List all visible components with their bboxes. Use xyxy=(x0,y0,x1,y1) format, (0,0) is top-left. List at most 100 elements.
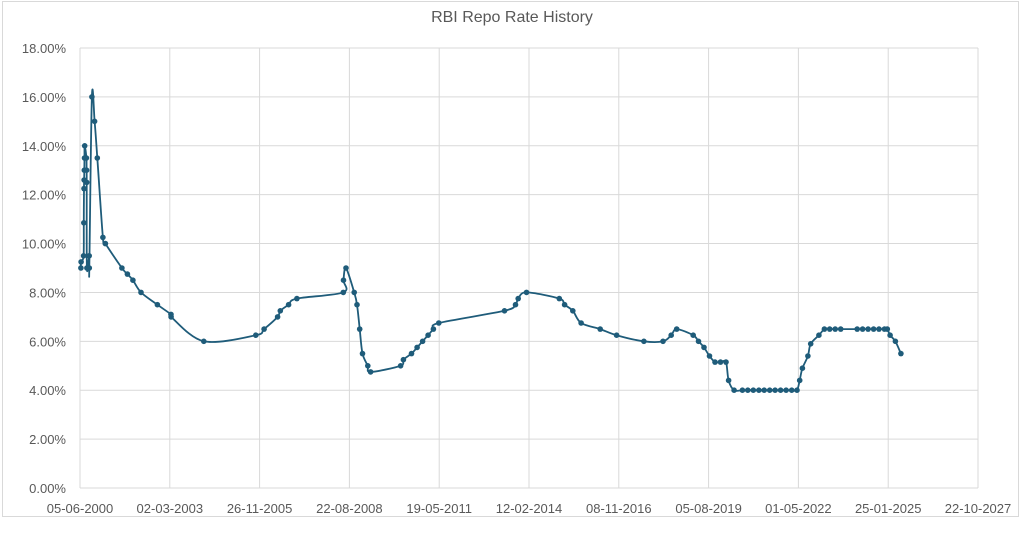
data-point-marker xyxy=(81,185,87,192)
gridlines xyxy=(79,47,979,489)
data-point-marker xyxy=(285,301,292,308)
data-point-marker xyxy=(100,234,106,241)
data-point-marker xyxy=(756,387,762,394)
x-tick-label: 12-02-2014 xyxy=(496,501,563,516)
y-tick-label: 18.00% xyxy=(22,41,67,56)
data-point-marker xyxy=(884,326,891,332)
data-point-marker xyxy=(788,387,795,394)
data-point-marker xyxy=(832,326,838,332)
data-point-marker xyxy=(783,387,789,394)
y-tick-label: 0.00% xyxy=(29,481,66,496)
data-point-marker xyxy=(356,326,363,332)
x-tick-label: 25-01-2025 xyxy=(855,501,922,516)
data-point-marker xyxy=(898,350,904,357)
data-point-marker xyxy=(870,326,877,332)
y-tick-label: 10.00% xyxy=(22,237,67,252)
data-point-marker xyxy=(86,253,92,259)
y-tick-label: 12.00% xyxy=(22,188,67,203)
data-point-marker xyxy=(796,377,803,384)
data-point-marker xyxy=(277,308,284,314)
data-point-marker xyxy=(523,289,530,296)
data-point-marker xyxy=(102,240,109,247)
chart-frame xyxy=(2,1,1019,517)
data-point-marker xyxy=(794,387,800,394)
data-point-marker xyxy=(701,344,707,351)
data-point-marker xyxy=(660,338,666,345)
y-tick-label: 6.00% xyxy=(29,334,66,349)
data-point-marker xyxy=(777,387,784,394)
data-point-marker xyxy=(745,387,751,394)
y-tick-label: 2.00% xyxy=(29,432,66,447)
data-point-marker xyxy=(81,220,87,226)
data-point-marker xyxy=(89,94,95,100)
data-point-marker xyxy=(351,289,358,296)
data-point-marker xyxy=(712,359,718,365)
data-point-marker xyxy=(887,332,893,339)
data-point-marker xyxy=(501,308,508,314)
data-point-marker xyxy=(138,289,144,296)
data-point-marker xyxy=(717,359,724,365)
data-point-marker xyxy=(854,326,860,332)
x-tick-label: 26-11-2005 xyxy=(227,501,293,516)
data-point-marker xyxy=(515,295,521,302)
data-point-marker xyxy=(739,387,746,394)
y-tick-label: 14.00% xyxy=(22,139,67,154)
data-point-marker xyxy=(78,265,84,271)
x-axis-ticks: 05-06-2000 02-03-2003 26-11-2005 22-08-2008… xyxy=(47,501,1012,516)
data-point-marker xyxy=(359,350,366,357)
data-point-marker xyxy=(613,332,620,339)
data-point-marker xyxy=(400,356,407,363)
data-point-marker xyxy=(641,338,647,345)
data-point-marker xyxy=(91,118,98,125)
x-tick-label: 08-11-2016 xyxy=(586,501,652,516)
data-point-marker xyxy=(274,314,281,320)
data-point-marker xyxy=(340,277,347,284)
data-point-marker xyxy=(807,341,814,347)
data-point-marker xyxy=(78,259,84,265)
data-point-marker xyxy=(367,369,374,375)
data-point-marker xyxy=(725,377,732,384)
data-point-marker xyxy=(86,265,93,271)
data-point-marker xyxy=(414,344,420,351)
data-point-marker xyxy=(578,320,584,326)
data-point-marker xyxy=(430,326,437,332)
x-tick-label: 05-08-2019 xyxy=(675,501,742,516)
data-point-marker xyxy=(94,155,101,161)
data-point-marker xyxy=(425,332,431,339)
data-point-marker xyxy=(512,301,519,308)
y-tick-label: 8.00% xyxy=(29,285,66,300)
x-tick-label: 05-06-2000 xyxy=(47,501,114,516)
data-point-marker xyxy=(83,155,90,161)
data-point-marker xyxy=(826,326,833,332)
data-point-marker xyxy=(419,338,426,345)
data-point-marker xyxy=(436,320,442,326)
data-point-marker xyxy=(731,387,737,394)
data-point-marker xyxy=(253,332,259,339)
data-point-marker xyxy=(690,332,696,339)
data-point-marker xyxy=(837,326,844,332)
data-point-marker xyxy=(365,363,371,369)
x-tick-label: 22-08-2008 xyxy=(316,501,383,516)
data-point-marker xyxy=(83,179,90,186)
y-tick-label: 16.00% xyxy=(22,90,67,105)
data-point-marker xyxy=(816,332,822,339)
data-point-marker xyxy=(408,350,415,357)
data-point-marker xyxy=(723,359,729,365)
data-point-marker xyxy=(859,326,866,332)
data-point-marker xyxy=(130,277,136,284)
data-point-marker xyxy=(294,295,300,302)
series-line xyxy=(79,88,902,392)
data-point-marker xyxy=(83,167,90,173)
data-point-marker xyxy=(597,326,603,332)
x-tick-label: 02-03-2003 xyxy=(137,501,204,516)
data-point-marker xyxy=(766,387,773,394)
data-point-marker xyxy=(695,338,702,345)
data-point-marker xyxy=(706,353,713,359)
data-point-marker xyxy=(750,387,757,394)
y-axis-ticks: 0.00% 2.00% 4.00% 6.00% 8.00% 10.00% 12.00% 14.… xyxy=(22,41,67,496)
data-point-marker xyxy=(119,265,125,271)
data-point-marker xyxy=(168,314,174,320)
data-point-marker xyxy=(761,387,767,394)
chart-title: RBI Repo Rate History xyxy=(431,9,593,26)
